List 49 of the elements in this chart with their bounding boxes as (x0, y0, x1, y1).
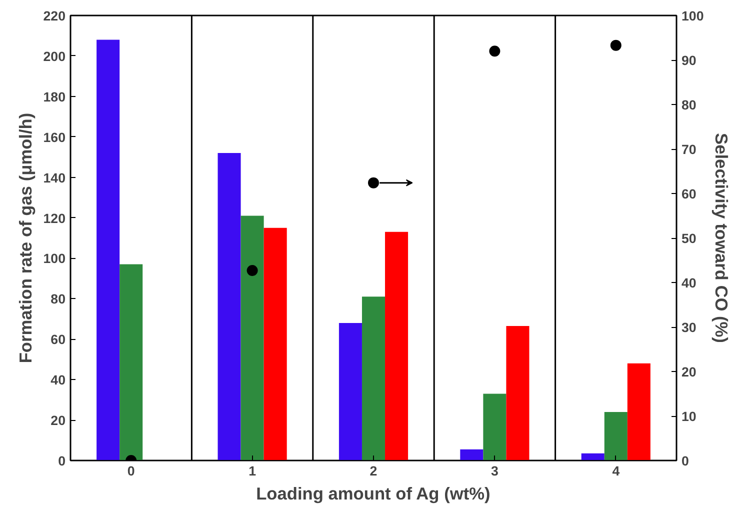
bar (362, 296, 386, 460)
bar (218, 153, 241, 460)
y-tick-label: 180 (43, 89, 66, 104)
x-tick-label: 4 (612, 464, 620, 478)
y-tick-label: 100 (43, 251, 66, 266)
bar (264, 228, 287, 460)
bar (385, 232, 408, 460)
point (368, 177, 379, 188)
y-tick-label: 220 (43, 8, 66, 24)
y2-tick-label: 70 (682, 142, 696, 157)
y2-tick-label: 90 (682, 53, 696, 68)
y2-tick-label: 40 (682, 276, 696, 290)
y2-tick-label: 100 (682, 8, 704, 24)
y2-tick-label: 0 (682, 454, 689, 468)
y2-tick-label: 20 (682, 364, 696, 380)
y2-tick-label: 10 (682, 409, 696, 424)
y-tick-label: 0 (58, 454, 66, 468)
x-tick-label: 1 (248, 464, 257, 478)
bar (506, 326, 530, 460)
y-tick-label: 20 (50, 413, 66, 428)
bar (96, 40, 120, 460)
y-tick-label: 120 (43, 210, 66, 226)
bar (604, 412, 628, 460)
x-axis-title: Loading amount of Ag (wt%) (256, 484, 490, 504)
x-tick-label: 0 (127, 464, 135, 478)
y2-tick-label: 60 (682, 186, 696, 202)
bar (460, 449, 484, 460)
point (489, 46, 500, 57)
x-tick-label: 3 (490, 464, 498, 478)
bar (120, 264, 143, 460)
y-tick-label: 80 (50, 292, 66, 307)
point (246, 264, 258, 276)
point (610, 40, 622, 51)
y-tick-label: 60 (50, 332, 66, 348)
bar (581, 453, 604, 460)
y-axis-title: Formation rate of gas (μmol/h) (15, 112, 36, 364)
y-tick-label: 140 (43, 170, 66, 186)
bar (240, 216, 264, 460)
y-tick-label: 40 (50, 372, 66, 388)
y2-tick-label: 50 (682, 231, 696, 246)
y2-tick-label: 30 (682, 320, 696, 335)
bar (338, 322, 362, 460)
x-tick-label: 2 (370, 464, 378, 478)
y-tick-label: 160 (43, 130, 66, 145)
bar (627, 363, 650, 460)
y2-axis-title: Selectivity toward CO (%) (712, 133, 732, 343)
bar (483, 394, 506, 460)
y-tick-label: 200 (43, 48, 66, 64)
y2-tick-label: 80 (682, 98, 696, 112)
